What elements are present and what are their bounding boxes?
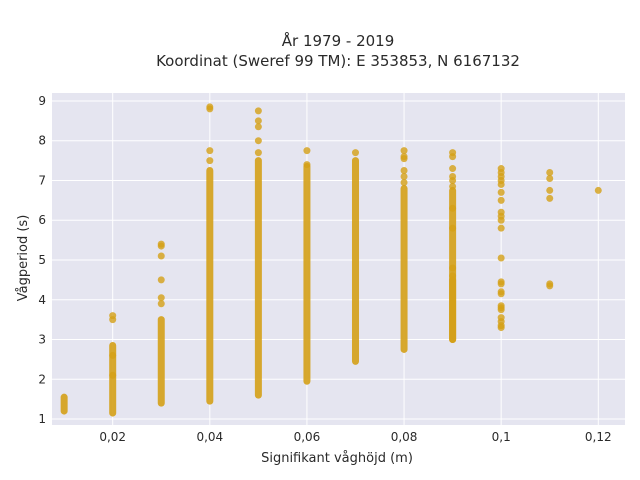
plot-background (52, 93, 625, 425)
x-tick-label: 0,08 (391, 430, 418, 444)
data-point (546, 186, 554, 194)
data-point (449, 224, 457, 232)
y-tick-label: 9 (38, 94, 46, 108)
data-point (546, 194, 554, 202)
data-point (254, 123, 262, 131)
data-point (206, 147, 214, 155)
data-point (400, 178, 408, 186)
x-tick-label: 0,12 (585, 430, 612, 444)
data-point (109, 312, 117, 320)
x-tick-label: 0,06 (294, 430, 321, 444)
data-point-column (157, 316, 165, 407)
data-point (303, 147, 311, 155)
data-point (449, 153, 457, 161)
data-point (449, 165, 457, 173)
data-point (546, 174, 554, 182)
data-point (109, 371, 117, 379)
data-point (497, 254, 505, 262)
data-point (157, 300, 165, 308)
data-point (254, 107, 262, 115)
y-axis-ticks: 1 2 3 4 5 6 7 8 9 (38, 94, 46, 426)
y-tick-label: 2 (38, 372, 46, 386)
data-point-column (206, 167, 214, 405)
x-axis-label: Signifikant våghöjd (m) (261, 451, 413, 466)
chart-subtitle: Koordinat (Sweref 99 TM): E 353853, N 61… (156, 52, 520, 70)
data-point (157, 276, 165, 284)
data-point-column (303, 163, 311, 385)
data-point (594, 186, 602, 194)
chart-title: År 1979 - 2019 (282, 31, 395, 50)
data-point (206, 157, 214, 165)
data-point (109, 351, 117, 359)
x-axis-ticks: 0,02 0,04 0,06 0,08 0,1 0,12 (99, 430, 611, 444)
data-point (449, 176, 457, 184)
data-point-column (109, 341, 117, 417)
data-point (254, 117, 262, 125)
data-point (497, 280, 505, 288)
data-point (157, 240, 165, 248)
data-point-column (449, 276, 457, 344)
data-point (157, 252, 165, 260)
data-point (400, 147, 408, 155)
data-point (400, 167, 408, 175)
grid-lines (52, 93, 625, 425)
data-point (351, 149, 359, 157)
data-point (157, 294, 165, 302)
data-point (400, 155, 408, 163)
y-tick-label: 8 (38, 134, 46, 148)
data-point (497, 306, 505, 314)
data-point-column (400, 184, 408, 353)
y-tick-label: 4 (38, 293, 46, 307)
data-point-column (60, 393, 68, 415)
data-point (206, 103, 214, 111)
y-axis-label: Vågperiod (s) (16, 215, 31, 302)
data-point (546, 169, 554, 177)
data-point (497, 180, 505, 188)
data-point (497, 324, 505, 332)
data-point (497, 224, 505, 232)
data-point-column (351, 157, 359, 365)
data-point (449, 272, 457, 280)
data-point (400, 172, 408, 180)
data-point (497, 188, 505, 196)
data-points (60, 103, 602, 417)
x-tick-label: 0,1 (492, 430, 511, 444)
x-tick-label: 0,02 (99, 430, 126, 444)
data-point (254, 137, 262, 145)
x-tick-label: 0,04 (196, 430, 223, 444)
y-tick-label: 3 (38, 333, 46, 347)
data-point (546, 282, 554, 290)
y-tick-label: 6 (38, 213, 46, 227)
y-tick-label: 5 (38, 253, 46, 267)
data-point (497, 196, 505, 204)
data-point (449, 204, 457, 212)
y-tick-label: 7 (38, 173, 46, 187)
data-point (497, 290, 505, 298)
data-point (254, 149, 262, 157)
y-tick-label: 1 (38, 412, 46, 426)
data-point-column (254, 157, 262, 399)
data-point (303, 161, 311, 169)
data-point (449, 264, 457, 272)
data-point (497, 216, 505, 224)
data-point (449, 182, 457, 190)
